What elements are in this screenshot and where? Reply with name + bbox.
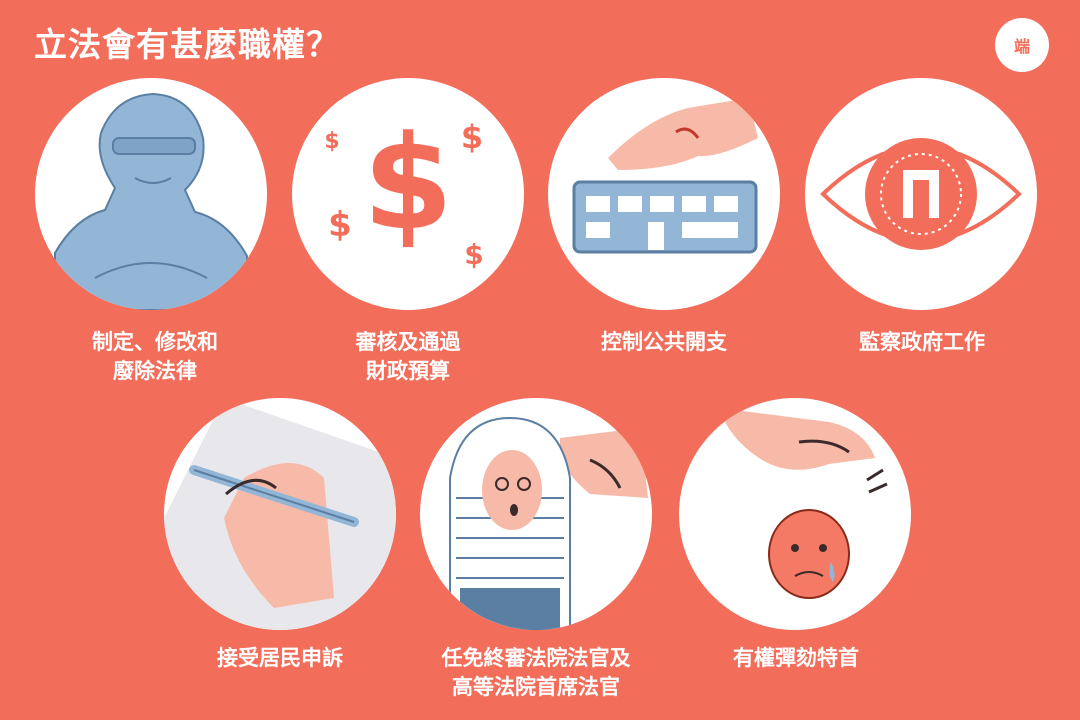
svg-text:$: $ [324, 129, 339, 154]
svg-text:$: $ [363, 107, 453, 259]
judge-icon [420, 398, 652, 630]
hand-writing-icon [164, 398, 396, 630]
initium-logo-icon: 端 [995, 18, 1049, 72]
svg-text:$: $ [464, 238, 483, 271]
flicking-hand-icon [679, 398, 911, 630]
svg-text:$: $ [328, 205, 352, 245]
eye-icon [805, 78, 1037, 310]
svg-text:$: $ [461, 118, 483, 156]
power-caption-7: 有權彈劾特首 [733, 646, 859, 670]
pointing-hand-tram-icon [548, 78, 780, 310]
power-caption-3: 控制公共開支 [601, 330, 727, 354]
power-caption-6: 任免終審法院法官及 高等法院首席法官 [441, 646, 631, 699]
justice-statue-icon [35, 78, 267, 310]
dollar-signs-icon: $ $ $ $ $ [292, 78, 524, 310]
power-caption-5: 接受居民申訴 [217, 646, 343, 670]
page-title: 立法會有甚麼職權？ [34, 25, 340, 64]
logo-text: 端 [1013, 37, 1030, 56]
power-caption-2: 審核及通過 財政預算 [355, 330, 461, 383]
power-caption-1: 制定、修改和 廢除法律 [92, 330, 218, 383]
power-caption-4: 監察政府工作 [859, 330, 985, 354]
